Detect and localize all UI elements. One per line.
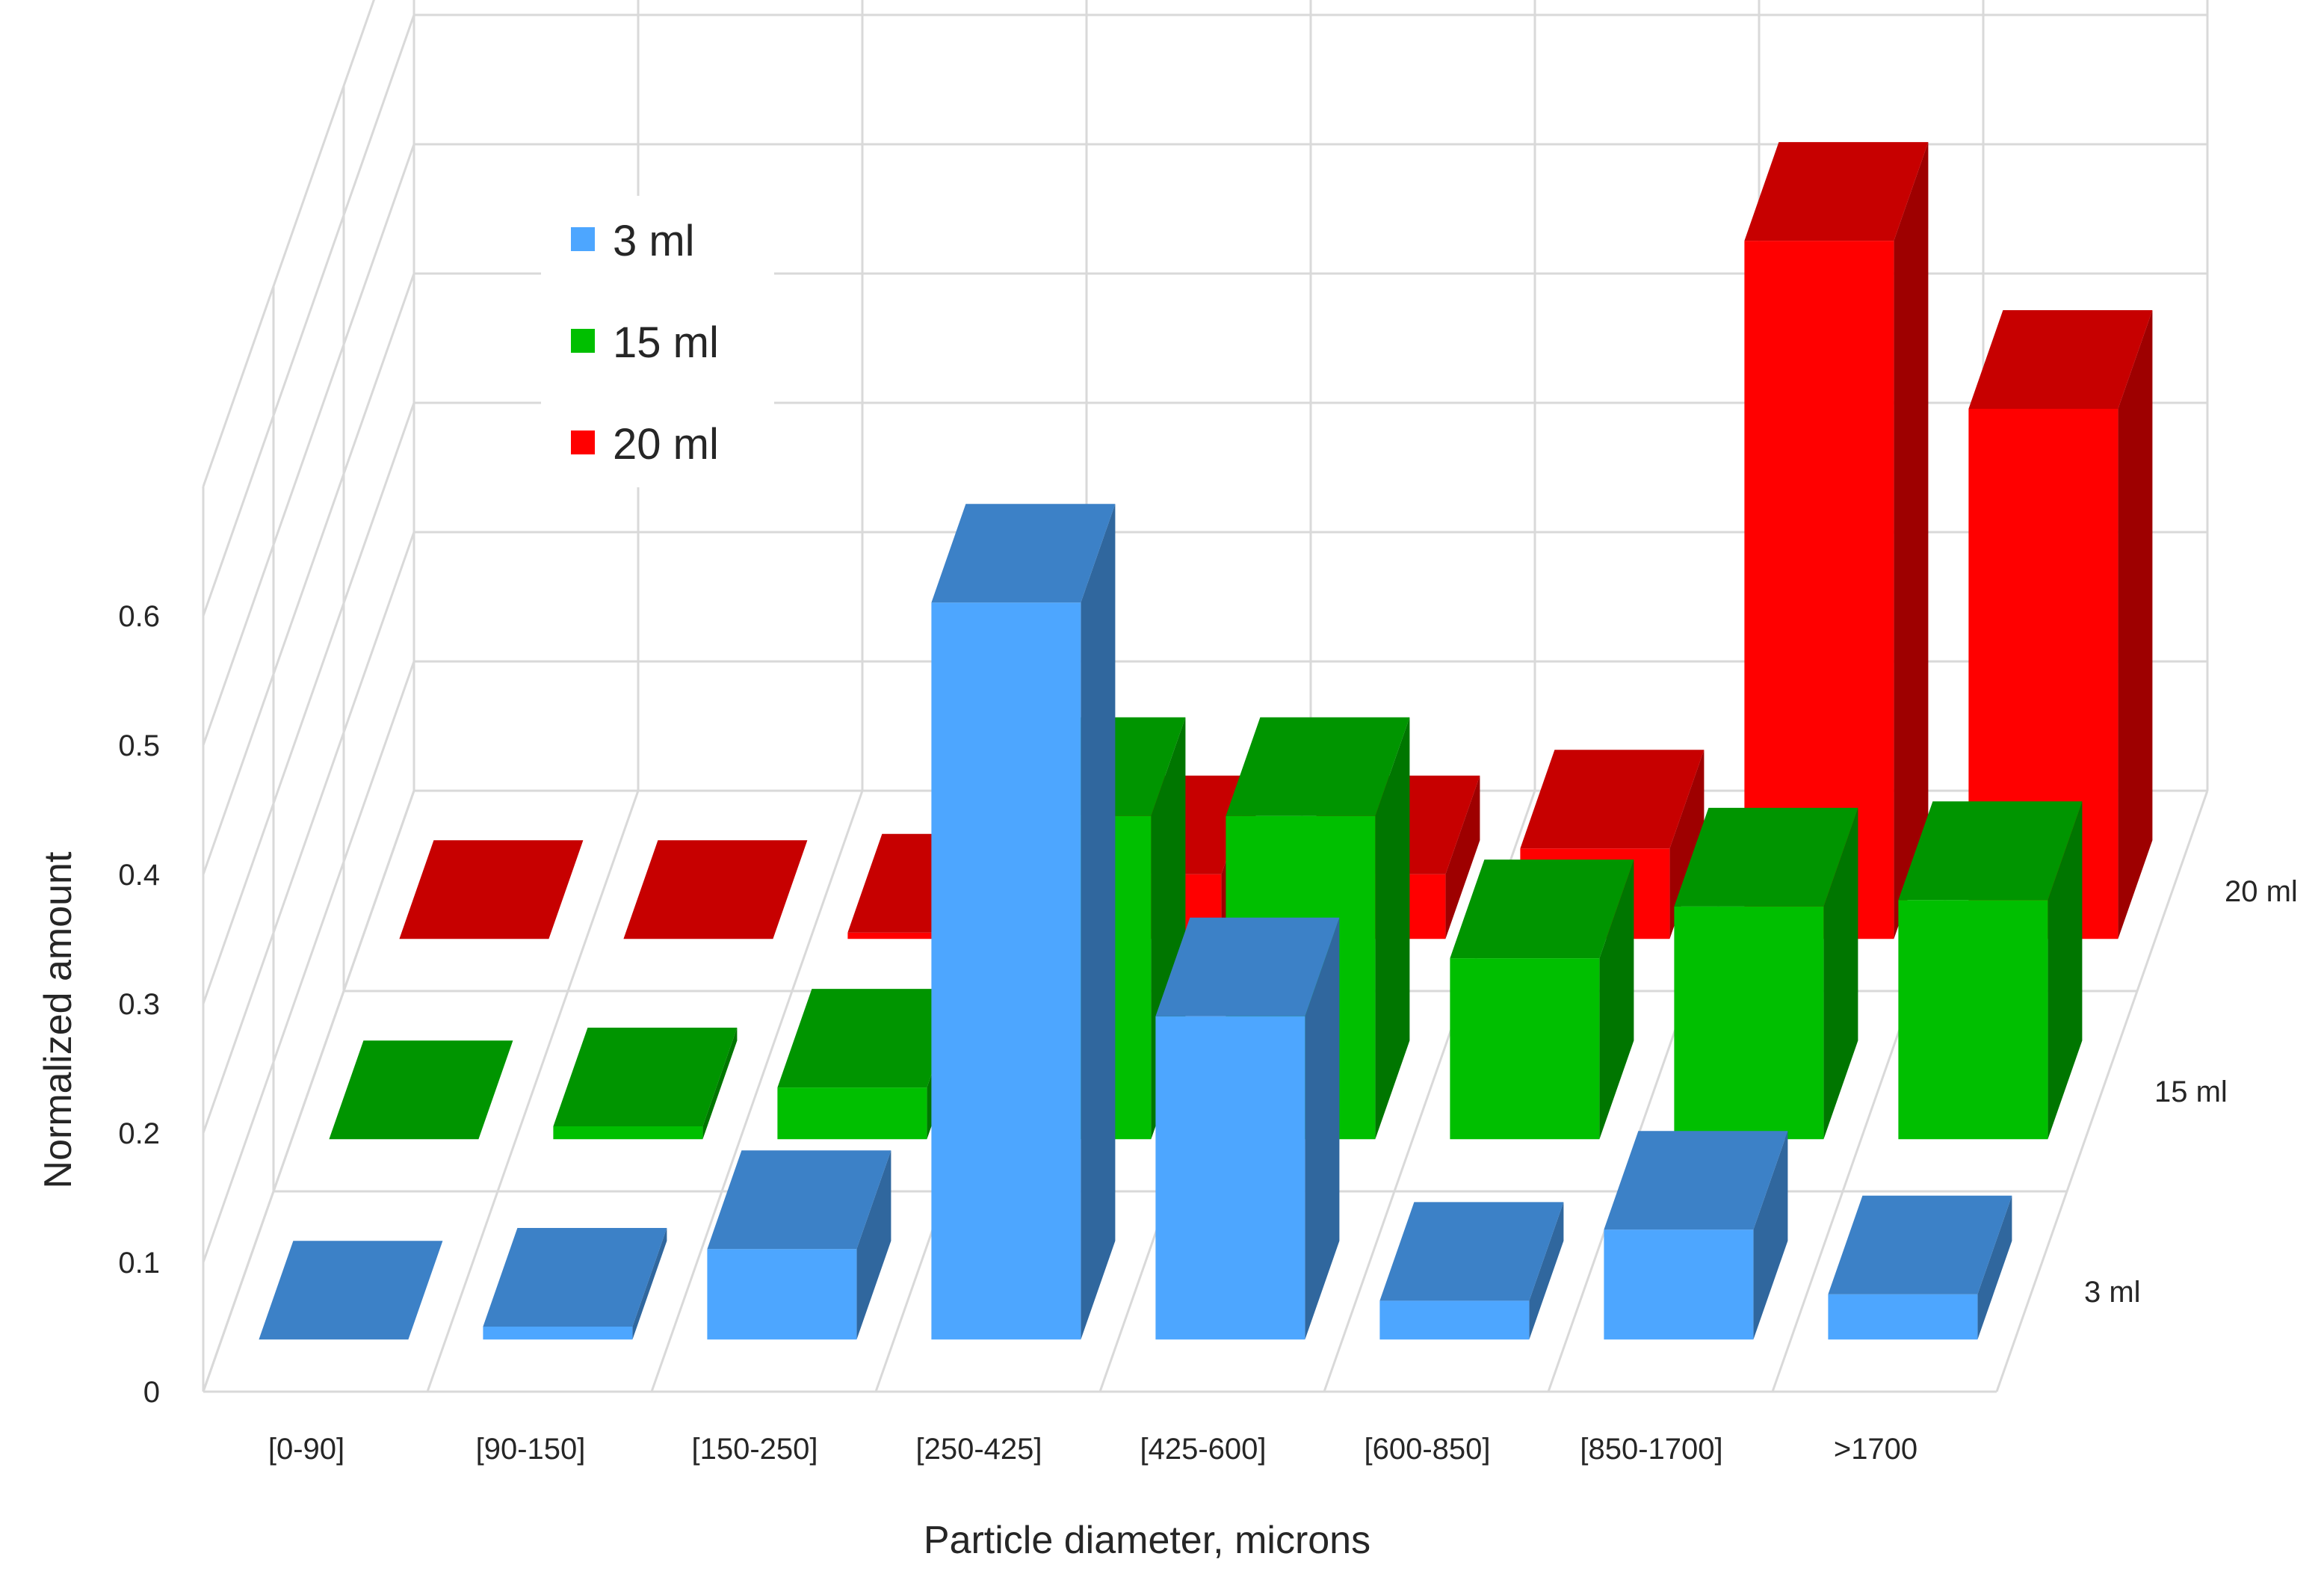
- depth-tick-label: 20 ml: [2225, 875, 2298, 908]
- bar-top: [707, 1150, 891, 1250]
- bar-top: [1155, 917, 1340, 1016]
- bar-side: [1823, 807, 1858, 1140]
- bar-front: [1828, 1294, 1978, 1340]
- x-tick-label: [600-850]: [1364, 1433, 1490, 1466]
- bar: [1604, 1131, 1788, 1340]
- bar-top: [1898, 801, 2083, 901]
- bar-top: [1828, 1195, 2012, 1294]
- bar: [1744, 142, 1929, 939]
- x-tick-label: [425-600]: [1140, 1433, 1266, 1466]
- bar-top: [623, 840, 808, 939]
- bar: [931, 504, 1116, 1340]
- bar: [623, 840, 808, 939]
- bar-top: [1520, 750, 1705, 849]
- bar: [259, 1241, 443, 1340]
- bar-top: [1226, 717, 1410, 816]
- bar: [1674, 807, 1858, 1140]
- legend-label: 20 ml: [613, 420, 719, 469]
- bar-top: [483, 1228, 667, 1327]
- bar: [1898, 801, 2083, 1140]
- bar-front: [1898, 900, 2048, 1140]
- bar-side: [856, 1150, 891, 1340]
- bar-front: [777, 1087, 927, 1140]
- bar-top: [1674, 807, 1858, 907]
- legend-label: 15 ml: [613, 318, 719, 367]
- bar: [399, 840, 584, 939]
- bar-front: [1604, 1229, 1754, 1340]
- bar-side: [1669, 750, 1705, 939]
- y-axis-ticks: 0 0.1 0.2 0.3 0.4 0.5 0.6: [118, 600, 160, 1409]
- bar-side: [1529, 1202, 1564, 1340]
- y-tick-label: 0.1: [118, 1247, 160, 1280]
- bar-side: [1977, 1195, 2012, 1340]
- depth-tick-label: 15 ml: [2154, 1075, 2228, 1108]
- bar: [707, 1150, 891, 1340]
- x-tick-label: [150-250]: [691, 1433, 818, 1466]
- bar-side: [1894, 142, 1929, 939]
- bar: [483, 1228, 667, 1340]
- y-axis-title: Normalized amount: [37, 851, 80, 1188]
- y-tick-label: 0: [143, 1376, 160, 1409]
- bar-top: [1450, 859, 1634, 959]
- bar-side: [2118, 310, 2153, 939]
- bar: [553, 1028, 738, 1140]
- bar-top: [399, 840, 584, 939]
- x-axis-title: Particle diameter, microns: [924, 1519, 1370, 1562]
- bar-side: [1445, 775, 1480, 939]
- legend-swatch: [571, 227, 595, 251]
- bar-side: [1753, 1131, 1788, 1340]
- legend-swatch: [571, 329, 595, 353]
- bar-front: [1450, 958, 1600, 1140]
- bar-front: [1674, 906, 1824, 1140]
- legend-label: 3 ml: [613, 217, 695, 265]
- bar-side: [702, 1028, 738, 1140]
- y-tick-label: 0.5: [118, 729, 160, 762]
- y-tick-label: 0.4: [118, 859, 160, 892]
- bar-front: [483, 1327, 633, 1340]
- bar: [1155, 917, 1340, 1340]
- bar-front: [931, 602, 1081, 1340]
- bar-top: [1744, 142, 1929, 241]
- x-tick-label: [250-425]: [915, 1433, 1042, 1466]
- bar-top: [931, 504, 1116, 603]
- bar-top: [1379, 1202, 1564, 1301]
- bar-top: [777, 989, 962, 1088]
- bar-front: [707, 1249, 857, 1340]
- bar-front: [1379, 1300, 1530, 1340]
- bar-side: [632, 1228, 667, 1340]
- bar-side: [1305, 917, 1340, 1340]
- x-tick-label: [90-150]: [476, 1433, 586, 1466]
- bar: [1828, 1195, 2012, 1340]
- bar-front: [1744, 241, 1894, 939]
- bar-front: [553, 1126, 703, 1140]
- bar-side: [1599, 859, 1634, 1140]
- y-tick-label: 0.6: [118, 600, 160, 633]
- bar: [1450, 859, 1634, 1140]
- depth-axis-ticks: 3 ml 15 ml 20 ml: [2084, 875, 2298, 1309]
- bar-top: [329, 1040, 513, 1140]
- bar-top: [1604, 1131, 1788, 1230]
- chart-bars: [259, 142, 2153, 1340]
- bar-top: [259, 1241, 443, 1340]
- bar-top: [553, 1028, 738, 1126]
- bar-side: [1081, 504, 1116, 1340]
- x-tick-label: [850-1700]: [1580, 1433, 1722, 1466]
- bar: [329, 1040, 513, 1140]
- x-tick-label: >1700: [1834, 1433, 1917, 1466]
- bar-side: [1375, 717, 1410, 1140]
- bar: [1379, 1202, 1564, 1340]
- bar-top: [1968, 310, 2153, 409]
- legend-swatch: [571, 430, 595, 454]
- x-axis-ticks: [0-90] [90-150] [150-250] [250-425] [425-600…: [268, 1433, 1917, 1466]
- bar-side: [2048, 801, 2083, 1140]
- y-tick-label: 0.3: [118, 988, 160, 1021]
- x-tick-label: [0-90]: [268, 1433, 344, 1466]
- depth-tick-label: 3 ml: [2084, 1276, 2141, 1309]
- y-tick-label: 0.2: [118, 1117, 160, 1150]
- legend: 3 ml 15 ml 20 ml: [541, 196, 774, 487]
- bar-front: [1155, 1016, 1305, 1340]
